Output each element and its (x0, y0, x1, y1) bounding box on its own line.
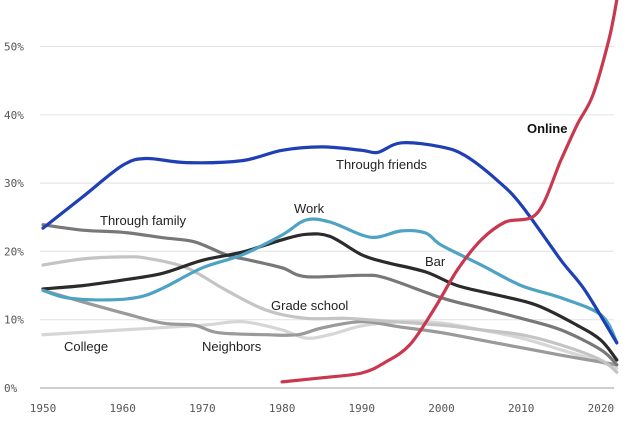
series-label: College (64, 339, 108, 354)
series-label: Work (294, 201, 325, 216)
y-tick-label: 0% (4, 382, 18, 395)
series-line-grade-school (41, 255, 619, 374)
series-line-through-friends (41, 141, 619, 345)
x-tick-label: 1990 (349, 402, 376, 415)
series-label: Grade school (271, 298, 348, 313)
series-label: Online (527, 121, 567, 136)
x-tick-label: 2020 (588, 402, 615, 415)
series-line-college (41, 319, 619, 370)
x-tick-label: 1960 (109, 402, 136, 415)
series-line-work (41, 217, 619, 344)
x-tick-label: 1980 (269, 402, 296, 415)
series-line-online (280, 0, 619, 384)
series-line-through-family (41, 223, 619, 367)
y-tick-label: 10% (4, 314, 24, 327)
y-tick-label: 20% (4, 245, 24, 258)
x-tick-label: 1970 (189, 402, 216, 415)
x-tick-label: 2000 (428, 402, 455, 415)
x-tick-label: 2010 (508, 402, 535, 415)
series-line-bar (41, 232, 619, 362)
series-label: Bar (425, 254, 446, 269)
y-tick-label: 50% (4, 41, 24, 54)
y-tick-label: 40% (4, 109, 24, 122)
series-label: Through friends (336, 157, 428, 172)
series-line-neighbors (41, 288, 619, 367)
y-tick-label: 30% (4, 177, 24, 190)
series-label: Through family (100, 213, 186, 228)
x-tick-label: 1950 (30, 402, 57, 415)
series-label: Neighbors (202, 339, 262, 354)
